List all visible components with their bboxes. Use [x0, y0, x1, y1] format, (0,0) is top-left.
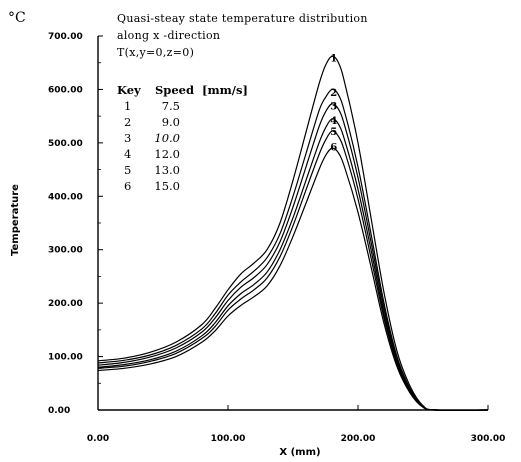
y-tick-label: 600.00 [48, 85, 83, 95]
series-label-2: 2 [330, 88, 337, 99]
y-tick-label: 200.00 [48, 299, 83, 309]
legend-speed-5: 13.0 [154, 163, 180, 177]
y-tick-label: 700.00 [48, 32, 83, 42]
x-tick-label: 300.00 [471, 434, 506, 444]
legend-speed-6: 15.0 [154, 179, 180, 193]
annotation-line-2: along x -direction [117, 29, 220, 42]
series-label-3: 3 [330, 101, 337, 112]
legend-header-speed: Speed [155, 83, 194, 97]
series-label-6: 6 [330, 143, 337, 154]
unit-label: °C [8, 10, 26, 26]
x-tick-label: 200.00 [341, 434, 376, 444]
legend-speed-4: 12.0 [154, 147, 180, 161]
legend: Key Speed [mm/s] 1 7.5 2 9.0 3 10.0 4 12… [117, 83, 248, 193]
y-tick-label: 100.00 [48, 353, 83, 363]
series-label-5: 5 [330, 127, 337, 138]
y-axis-title: Temperature [10, 184, 21, 256]
annotation-line-1: Quasi-steay state temperature distributi… [117, 12, 368, 25]
y-tick-label: 500.00 [48, 139, 83, 149]
x-tick-label: 0.00 [87, 434, 109, 444]
legend-header-unit: [mm/s] [202, 83, 248, 97]
y-tick-label: 400.00 [48, 192, 83, 202]
series-label-1: 1 [330, 53, 337, 64]
legend-speed-3: 10.0 [154, 131, 180, 145]
series-line-4 [97, 118, 489, 411]
legend-key-1: 1 [124, 99, 131, 113]
series-line-2 [97, 88, 489, 411]
series-line-1 [97, 55, 489, 411]
y-tick-label: 300.00 [48, 246, 83, 256]
legend-key-6: 6 [124, 179, 131, 193]
legend-key-5: 5 [124, 163, 131, 177]
x-axis-title: X (mm) [279, 447, 320, 458]
x-tick-label: 100.00 [211, 434, 246, 444]
series-line-6 [97, 147, 489, 411]
series-line-5 [97, 130, 489, 411]
series-label-4: 4 [330, 116, 337, 127]
annotation-line-3: T(x,y=0,z=0) [117, 46, 194, 59]
legend-key-2: 2 [124, 115, 131, 129]
legend-key-4: 4 [124, 147, 131, 161]
legend-header-key: Key [117, 83, 141, 97]
legend-key-3: 3 [124, 131, 131, 145]
legend-speed-1: 7.5 [162, 99, 180, 113]
series-line-3 [97, 103, 489, 411]
legend-speed-2: 9.0 [162, 115, 180, 129]
y-tick-label: 0.00 [48, 406, 70, 416]
